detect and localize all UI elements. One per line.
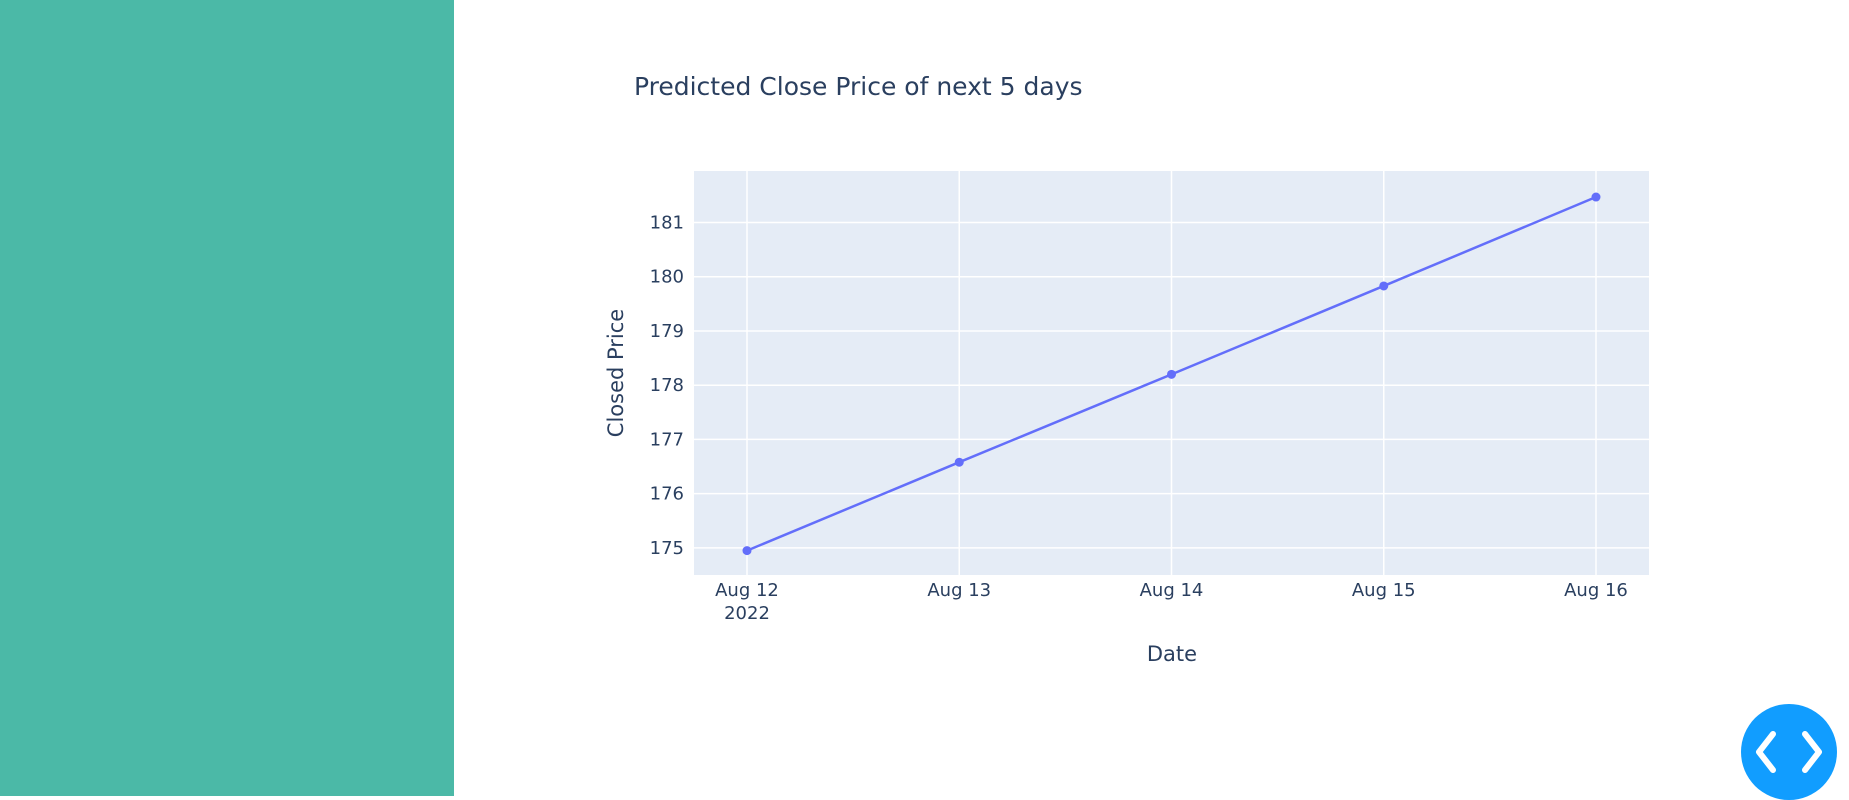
sidebar-panel (0, 0, 454, 796)
y-tick-label: 177 (650, 429, 684, 450)
y-tick-label: 181 (650, 213, 684, 234)
code-brackets-icon (1756, 731, 1822, 773)
data-point[interactable] (1591, 192, 1601, 202)
x-axis-title: Date (1147, 642, 1197, 666)
data-point[interactable] (954, 457, 964, 467)
data-point[interactable] (742, 546, 752, 556)
y-tick-label: 175 (650, 538, 684, 559)
series-layer (742, 192, 1601, 556)
x-tick-label: Aug 15 (1352, 580, 1416, 601)
tick-labels: 175 176 177 178 179 180 181 Aug 12 Aug 13 Aug 14 A… (650, 213, 1628, 624)
x-tick-year-label: 2022 (724, 603, 770, 624)
line-chart: Predicted Close Price of next 5 days 175… (604, 72, 1649, 666)
y-tick-label: 178 (650, 375, 684, 396)
x-tick-label: Aug 12 (715, 580, 779, 601)
x-tick-label: Aug 16 (1564, 580, 1628, 601)
x-tick-label: Aug 13 (927, 580, 991, 601)
y-axis-title: Closed Price (604, 309, 628, 437)
data-point[interactable] (1379, 281, 1389, 291)
y-tick-label: 179 (650, 321, 684, 342)
dev-tools-button[interactable] (1741, 704, 1837, 800)
main-content: Predicted Close Price of next 5 days 175… (454, 0, 1849, 796)
data-point[interactable] (1167, 369, 1176, 379)
y-tick-label: 180 (650, 267, 684, 288)
x-tick-label: Aug 14 (1140, 580, 1204, 601)
chart-title: Predicted Close Price of next 5 days (634, 72, 1083, 101)
y-tick-label: 176 (650, 484, 684, 505)
